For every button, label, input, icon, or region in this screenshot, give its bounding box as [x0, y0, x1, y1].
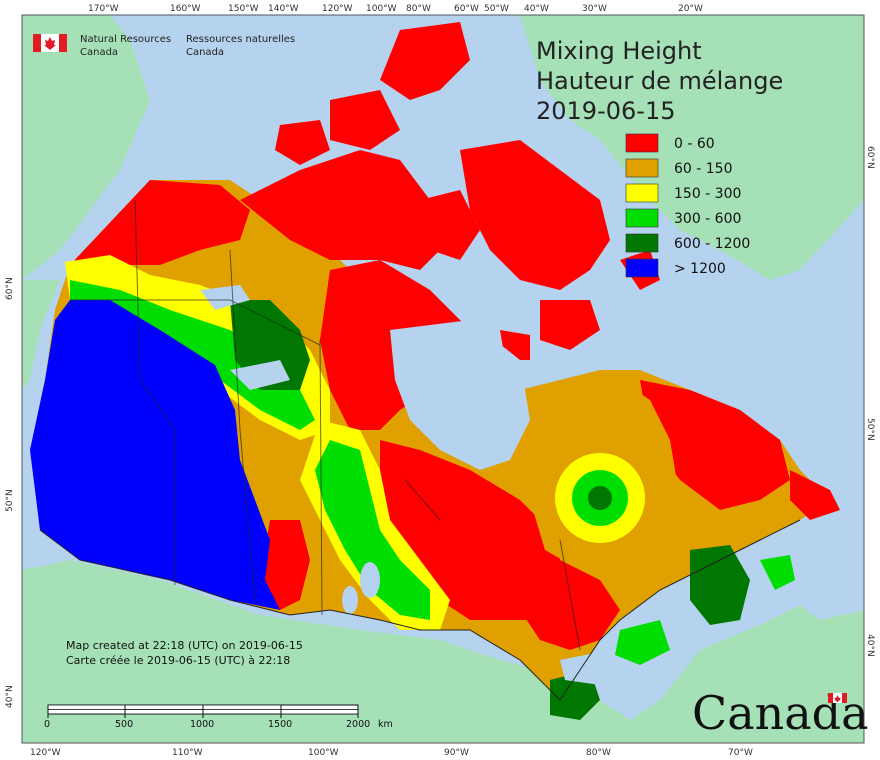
canada-flag-icon: [33, 34, 67, 52]
creation-note-en: Map created at 22:18 (UTC) on 2019-06-15: [66, 639, 303, 652]
left-latitude-labels: 60°N 50°N 40°N: [5, 277, 15, 708]
left-lat-label-1: 50°N: [5, 489, 15, 512]
legend-swatch-0: [625, 133, 659, 153]
bottom-lon-label-1: 110°W: [172, 748, 203, 758]
province-boundaries: [70, 199, 581, 651]
bottom-lon-label-4: 80°W: [586, 748, 611, 758]
top-lon-label-7: 60°W: [454, 4, 479, 14]
legend: 0 - 60 60 - 150 150 - 300 300 - 600 600 - 12…: [625, 133, 750, 278]
top-longitude-labels: 170°W 160°W 150°W 140°W 120°W 100°W 80°W…: [88, 4, 703, 14]
right-latitude-labels: 60°N 50°N 40°N: [865, 146, 875, 657]
lakes: [200, 285, 630, 685]
legend-swatch-1: [625, 158, 659, 178]
legend-swatch-5: [625, 258, 659, 278]
map-border: [21, 14, 865, 744]
org-en-line1: Natural Resources: [80, 34, 171, 45]
legend-label-0: 0 - 60: [674, 136, 715, 152]
top-lon-label-5: 100°W: [366, 4, 397, 14]
greenland-land: [520, 15, 864, 280]
top-lon-label-9: 40°W: [524, 4, 549, 14]
legend-label-2: 150 - 300: [674, 186, 741, 202]
title-block: Mixing Height Hauteur de mélange 2019-06…: [536, 37, 783, 125]
alaska-land: [22, 15, 150, 280]
bottom-lon-label-2: 100°W: [308, 748, 339, 758]
legend-swatch-3: [625, 208, 659, 228]
legend-label-5: > 1200: [674, 261, 726, 277]
org-fr-line2: Canada: [186, 47, 224, 58]
legend-swatch-4: [625, 233, 659, 253]
title-line2: Hauteur de mélange: [536, 67, 783, 95]
top-lon-label-11: 20°W: [678, 4, 703, 14]
org-fr-line1: Ressources naturelles: [186, 34, 295, 45]
bottom-lon-label-3: 90°W: [444, 748, 469, 758]
bottom-longitude-labels: 120°W 110°W 100°W 90°W 80°W 70°W: [30, 748, 753, 758]
top-lon-label-10: 30°W: [582, 4, 607, 14]
canada-wordmark: Canada: [692, 686, 869, 740]
left-lat-label-0: 60°N: [5, 277, 15, 300]
legend-label-3: 300 - 600: [674, 211, 741, 227]
top-lon-label-1: 160°W: [170, 4, 201, 14]
international-border: [39, 519, 801, 701]
arctic-islands: [275, 22, 660, 360]
legend-label-1: 60 - 150: [674, 161, 733, 177]
legend-swatch-2: [625, 183, 659, 203]
title-date: 2019-06-15: [536, 97, 675, 125]
scale-label-3: 1500: [268, 719, 292, 730]
creation-note-fr: Carte créée le 2019-06-15 (UTC) à 22:18: [66, 654, 290, 667]
scale-unit: km: [378, 719, 393, 730]
usa-land: [22, 560, 864, 743]
zone-blue-west: [30, 300, 280, 610]
scale-label-0: 0: [44, 719, 50, 730]
title-line1: Mixing Height: [536, 37, 702, 65]
alaska-panhandle: [22, 280, 60, 390]
scale-label-1: 500: [115, 719, 133, 730]
top-lon-label-2: 150°W: [228, 4, 259, 14]
top-lon-label-0: 170°W: [88, 4, 119, 14]
right-lat-label-2: 40°N: [865, 634, 875, 657]
scale-label-4: 2000: [346, 719, 370, 730]
scale-bar: 0 500 1000 1500 2000 km: [44, 704, 393, 730]
left-lat-label-2: 40°N: [5, 685, 15, 708]
legend-label-4: 600 - 1200: [674, 236, 750, 252]
right-lat-label-1: 50°N: [865, 418, 875, 441]
top-lon-label-4: 120°W: [322, 4, 353, 14]
non-canada-land: [22, 15, 864, 743]
creation-note: Map created at 22:18 (UTC) on 2019-06-15…: [66, 639, 303, 667]
zone-darkgreen-quebec: [588, 486, 612, 510]
bottom-lon-label-0: 120°W: [30, 748, 61, 758]
wordmark-flag-icon: [828, 693, 847, 703]
bottom-lon-label-5: 70°W: [728, 748, 753, 758]
org-block: Natural Resources Canada Ressources natu…: [33, 34, 295, 58]
top-lon-label-6: 80°W: [406, 4, 431, 14]
org-en-line2: Canada: [80, 47, 118, 58]
scale-label-2: 1000: [190, 719, 214, 730]
right-lat-label-0: 60°N: [865, 146, 875, 169]
top-lon-label-8: 50°W: [484, 4, 509, 14]
top-lon-label-3: 140°W: [268, 4, 299, 14]
